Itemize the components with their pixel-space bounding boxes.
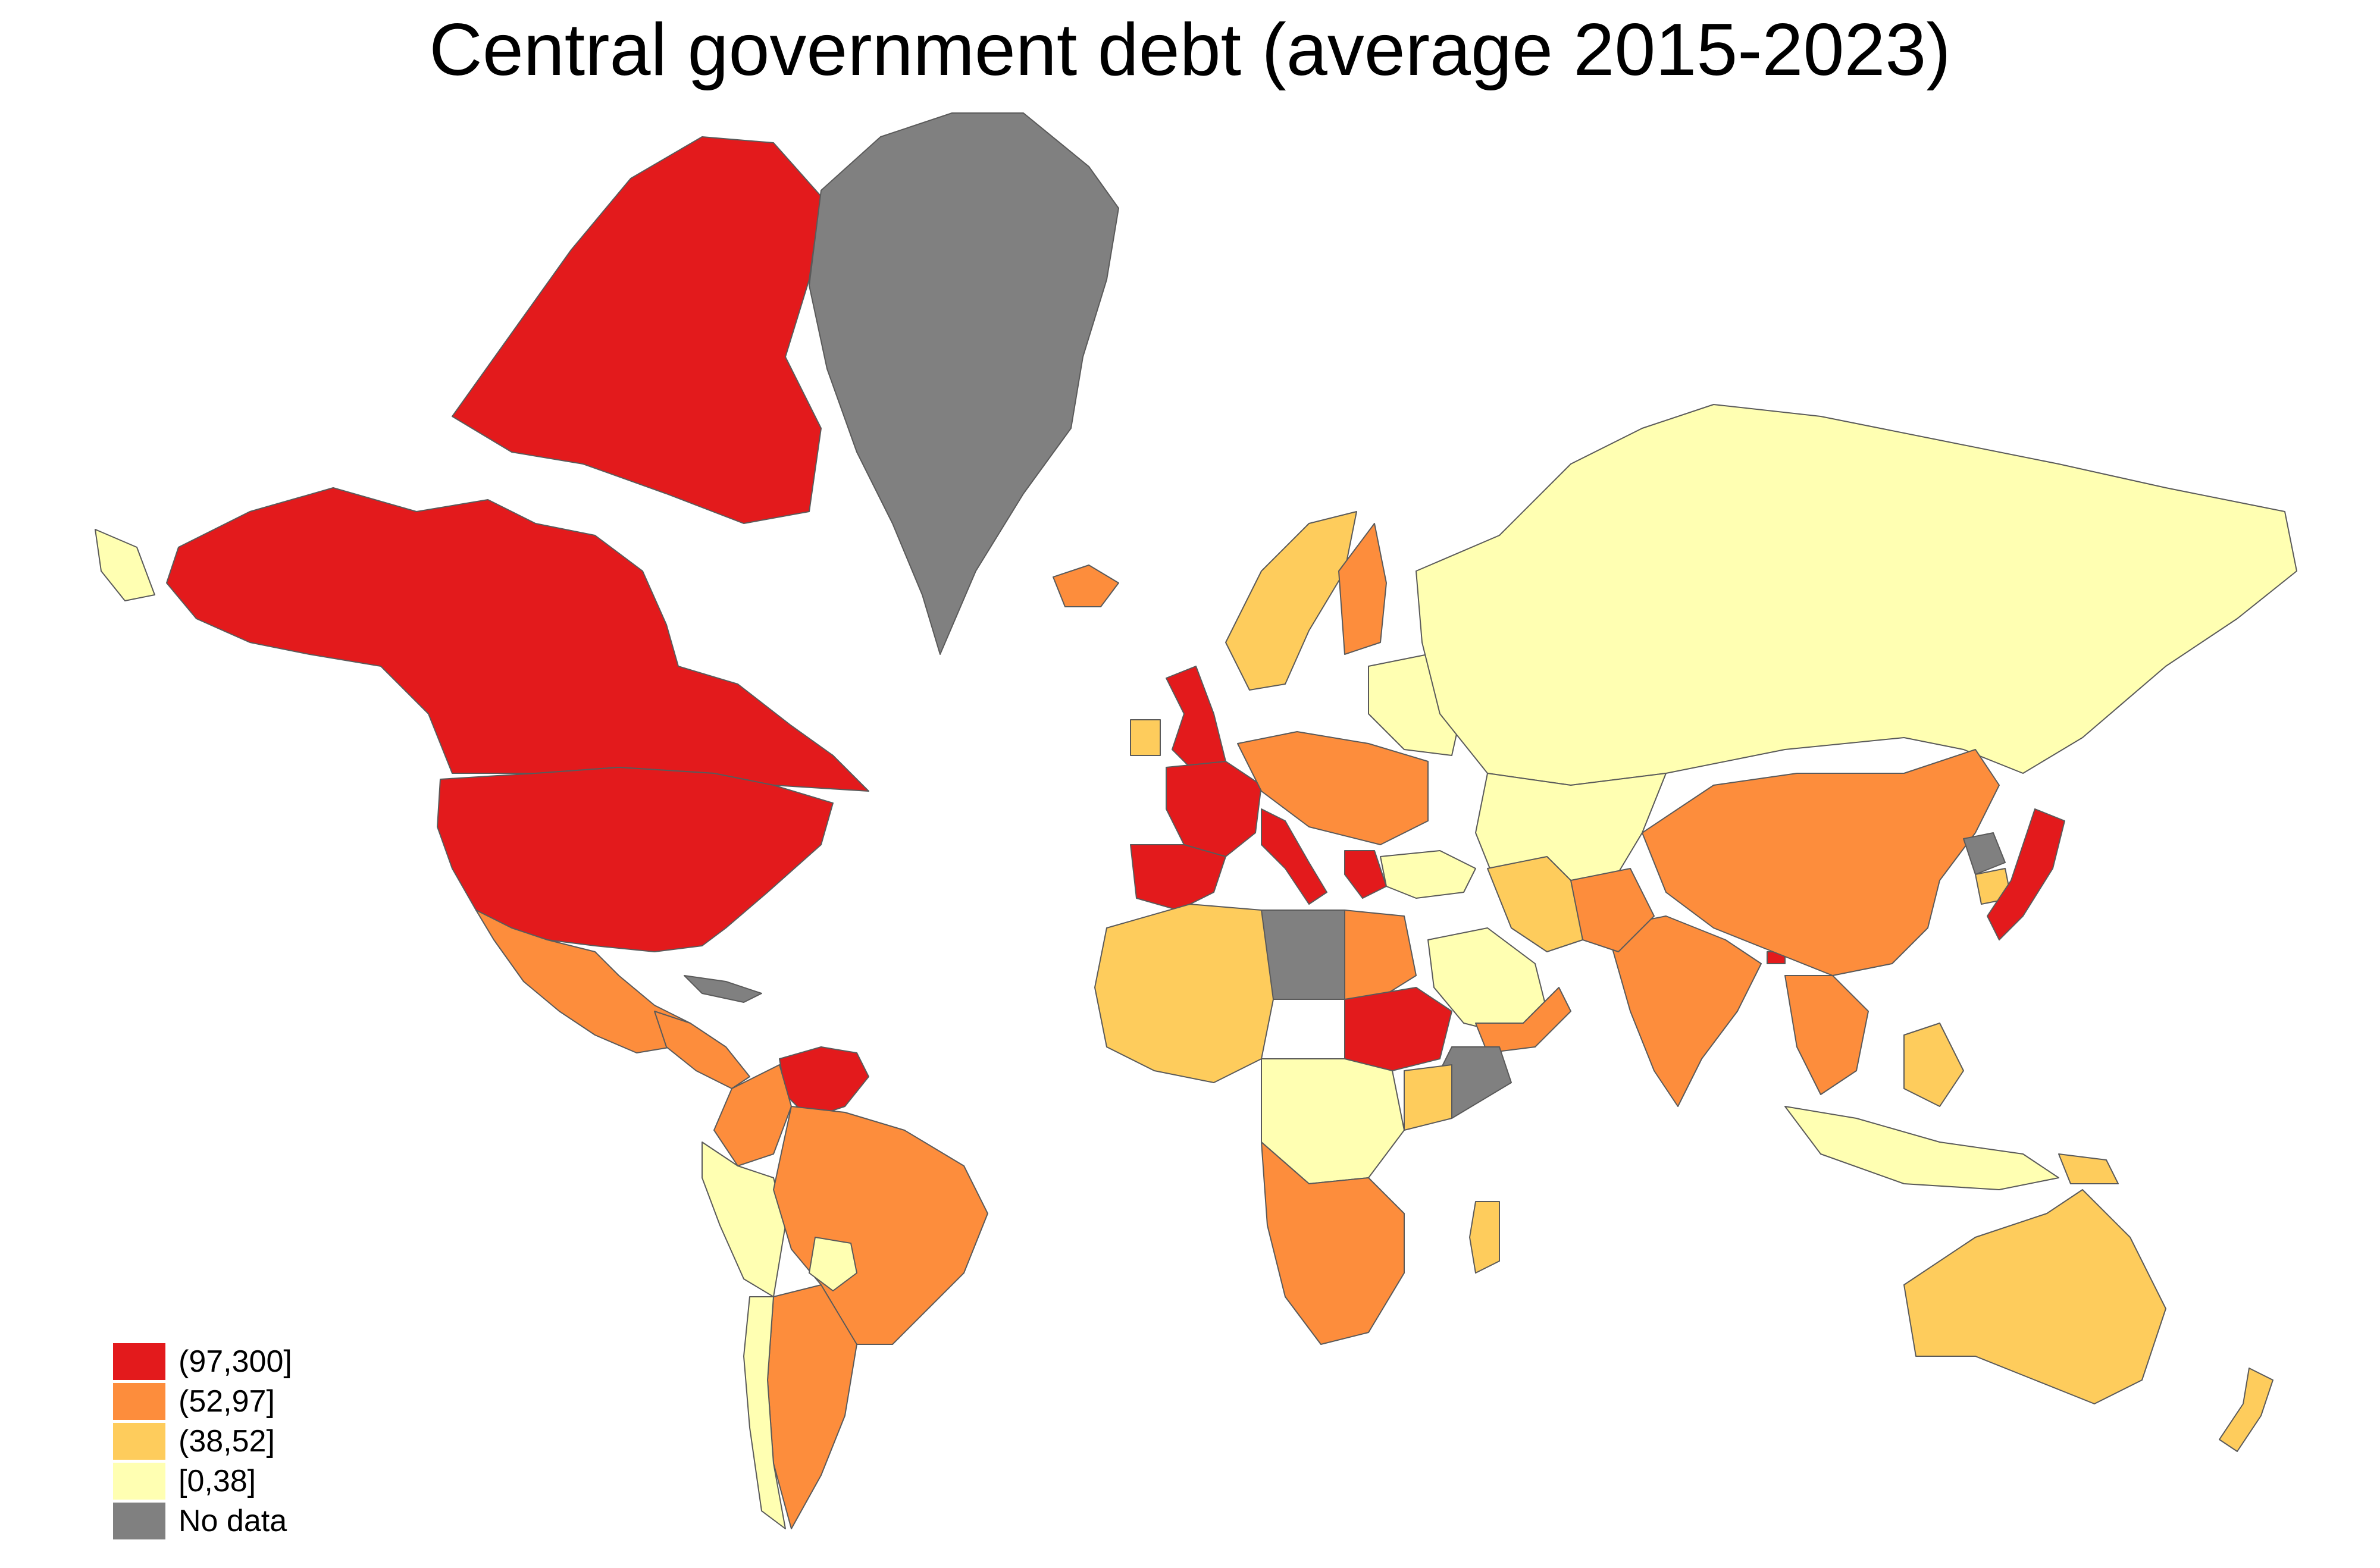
region-alaska-west[interactable] bbox=[95, 529, 155, 601]
region-italy[interactable] bbox=[1261, 808, 1327, 905]
region-canada-arctic-islands[interactable] bbox=[452, 136, 822, 524]
region-chile[interactable] bbox=[743, 1296, 786, 1529]
region-southeast-asia-mainland[interactable] bbox=[1784, 975, 1869, 1095]
region-united-kingdom[interactable] bbox=[1166, 666, 1226, 774]
legend-item: [0,38] bbox=[113, 1461, 292, 1501]
legend-swatch-no-data bbox=[113, 1502, 165, 1539]
region-pakistan-afghanistan[interactable] bbox=[1570, 868, 1655, 952]
map-title: Central government debt (average 2015-20… bbox=[429, 9, 1951, 91]
region-central-america[interactable] bbox=[654, 1011, 750, 1089]
region-argentina[interactable] bbox=[767, 1284, 857, 1529]
legend-label: [0,38] bbox=[178, 1463, 256, 1498]
legend-swatch-38-52 bbox=[113, 1422, 165, 1460]
legend-item: (52,97] bbox=[113, 1381, 292, 1421]
region-turkey[interactable] bbox=[1380, 850, 1476, 899]
region-ecuador-peru[interactable] bbox=[702, 1141, 786, 1297]
region-malaysia-philippines[interactable] bbox=[1903, 1023, 1964, 1107]
region-west-sahel[interactable] bbox=[1094, 904, 1274, 1083]
region-china[interactable] bbox=[1642, 749, 2000, 976]
legend-label: No data bbox=[178, 1503, 287, 1538]
region-norway-sweden[interactable] bbox=[1225, 511, 1357, 691]
region-russia[interactable] bbox=[1416, 404, 2297, 786]
region-finland[interactable] bbox=[1338, 523, 1387, 655]
legend-label: (97,300] bbox=[178, 1344, 292, 1379]
legend-label: (52,97] bbox=[178, 1384, 275, 1419]
region-libya[interactable] bbox=[1261, 910, 1345, 1000]
region-ireland[interactable] bbox=[1130, 719, 1161, 756]
region-france[interactable] bbox=[1166, 761, 1262, 857]
region-new-zealand[interactable] bbox=[2219, 1368, 2273, 1452]
legend-item: (97,300] bbox=[113, 1341, 292, 1381]
region-ethiopia[interactable] bbox=[1404, 1064, 1452, 1131]
region-madagascar[interactable] bbox=[1469, 1201, 1500, 1274]
region-australia[interactable] bbox=[1903, 1189, 2166, 1404]
legend: (97,300] (52,97] (38,52] [0,38] No data bbox=[113, 1341, 292, 1541]
legend-swatch-0-38 bbox=[113, 1462, 165, 1500]
region-cuba[interactable] bbox=[684, 975, 762, 1003]
region-iceland[interactable] bbox=[1053, 565, 1119, 607]
region-central-europe[interactable] bbox=[1237, 731, 1429, 845]
legend-swatch-97-300 bbox=[113, 1343, 165, 1380]
region-sudan[interactable] bbox=[1344, 987, 1452, 1071]
region-bolivia[interactable] bbox=[809, 1237, 857, 1291]
region-indonesia[interactable] bbox=[1784, 1106, 2059, 1190]
region-colombia[interactable] bbox=[713, 1064, 792, 1166]
legend-item: (38,52] bbox=[113, 1421, 292, 1461]
region-canada[interactable] bbox=[166, 487, 869, 792]
region-egypt[interactable] bbox=[1344, 910, 1417, 1006]
legend-label: (38,52] bbox=[178, 1423, 275, 1459]
region-japan[interactable] bbox=[1987, 808, 2065, 940]
legend-item: No data bbox=[113, 1501, 292, 1541]
region-india[interactable] bbox=[1606, 915, 1762, 1107]
region-north-korea[interactable] bbox=[1963, 832, 2006, 875]
region-southern-africa[interactable] bbox=[1261, 1141, 1405, 1345]
region-spain-portugal[interactable] bbox=[1130, 844, 1226, 911]
region-greece[interactable] bbox=[1344, 850, 1387, 899]
legend-swatch-52-97 bbox=[113, 1382, 165, 1420]
region-papua-new-guinea[interactable] bbox=[2058, 1153, 2119, 1184]
region-united-states[interactable] bbox=[437, 767, 834, 952]
region-greenland[interactable] bbox=[809, 112, 1119, 655]
